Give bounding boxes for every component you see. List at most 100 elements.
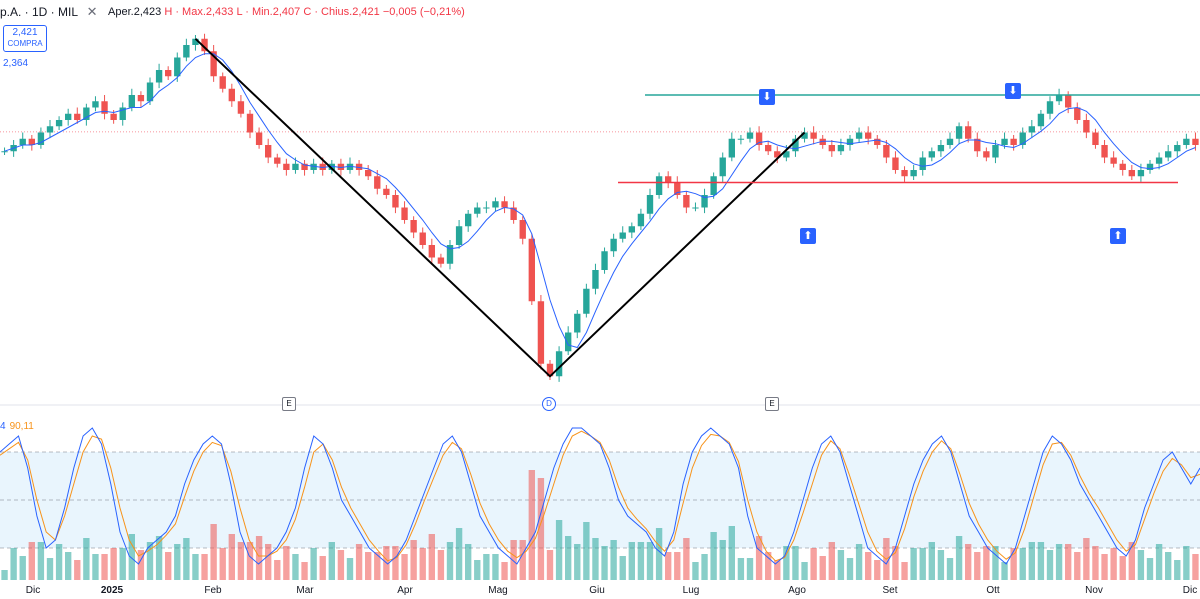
volume-bar [555,520,563,580]
volume-bar [992,546,999,580]
volume-bar [719,540,726,580]
volume-bar [10,548,17,580]
volume-bar [619,556,626,580]
volume-bar [1101,554,1108,580]
volume-bar [37,542,45,580]
volume-bar [1055,544,1063,580]
volume-bar [74,560,81,580]
buy-button[interactable]: 2,421 COMPRA [3,25,47,52]
volume-bar [737,558,745,580]
candle-body [83,107,90,120]
volume-bar [765,552,772,580]
open-value: Aper.2,423 [108,6,162,18]
candle-body [1183,138,1190,145]
volume-bar [274,560,281,580]
volume-bar [455,528,463,580]
down-arrow-icon[interactable]: ⬇ [759,89,775,105]
down-arrow-icon[interactable]: ⬇ [1005,83,1021,99]
volume-bar [501,562,508,580]
volume-bar [465,544,472,580]
earnings-event-icon[interactable]: E [765,397,779,411]
candle-body [765,145,772,152]
candle-body [719,157,726,177]
candle-body [283,163,290,170]
candle-body [65,113,72,120]
close-icon[interactable]: ✕ [86,4,98,19]
candle-body [983,151,990,158]
candle-body [174,57,181,77]
candle-body [601,251,608,270]
candle-body [255,132,263,145]
volume-bar [346,558,354,580]
candle-body [1165,151,1172,158]
x-tick-label: Feb [204,585,222,596]
x-tick-label: Dic [1182,585,1198,596]
volume-bar [310,548,317,580]
volume-bar [1046,550,1054,580]
volume-bar [292,554,299,580]
candle-body [383,188,390,195]
volume-bar [83,538,90,580]
candle-body [610,238,617,252]
volume-bar [1019,548,1026,580]
volume-bar [19,556,26,580]
candle-body [874,138,881,145]
candle-body [1037,113,1045,127]
volume-bar [1192,554,1199,580]
candle-body [219,76,226,89]
candle-body [1174,145,1181,152]
volume-bar [710,532,717,580]
volume-bar [1183,546,1190,580]
dividend-event-icon[interactable]: D [542,397,556,411]
candle-body [665,176,672,183]
candle-body [992,145,999,158]
stoch-k-line [0,427,1200,565]
volume-bar [783,546,790,580]
volume-bar [1174,560,1181,580]
volume-bar [246,542,254,580]
candle-body [465,213,472,227]
candle-body [74,113,81,120]
candle-body [674,182,681,195]
volume-bar [174,544,181,580]
up-arrow-icon[interactable]: ⬆ [1110,228,1126,244]
candle-body [910,170,917,177]
stoch-d-value: 4 [0,421,6,432]
volume-bar [337,550,345,580]
volume-bar [365,552,372,580]
x-tick-label: Mar [296,585,314,596]
candle-body [783,151,790,158]
volume-bar [610,540,617,580]
candle-body [1128,170,1135,177]
candle-body [901,170,908,177]
candle-body [474,207,481,214]
candle-body [519,220,526,239]
volume-bar [637,542,645,580]
volume-bar [819,556,826,580]
candle-body [746,132,754,139]
candle-body [1001,138,1008,145]
x-tick-label: Lug [682,585,700,596]
candle-body [501,201,508,208]
stochastic-band [0,404,1200,549]
price-candles [1,33,1199,382]
candle-body [92,101,99,108]
earnings-event-icon[interactable]: E [282,397,296,411]
volume-bar [165,552,172,580]
x-tick-label: Dic [25,585,41,596]
volume-bar [110,548,117,580]
candle-body [346,163,354,170]
volume-bar [1146,558,1154,580]
up-arrow-icon[interactable]: ⬆ [800,228,816,244]
candle-body [555,351,563,377]
candle-body [1101,145,1108,158]
candle-body [828,145,835,152]
volume-bar [674,552,681,580]
volume-bar [746,558,754,580]
ohlc-values: Aper.2,423 H · Max.2,433 L · Min.2,407 C… [108,6,465,18]
volume-bar [183,538,190,580]
stoch-k-value: 90,11 [9,421,34,432]
candle-body [592,270,599,289]
volume-bar [846,558,854,580]
